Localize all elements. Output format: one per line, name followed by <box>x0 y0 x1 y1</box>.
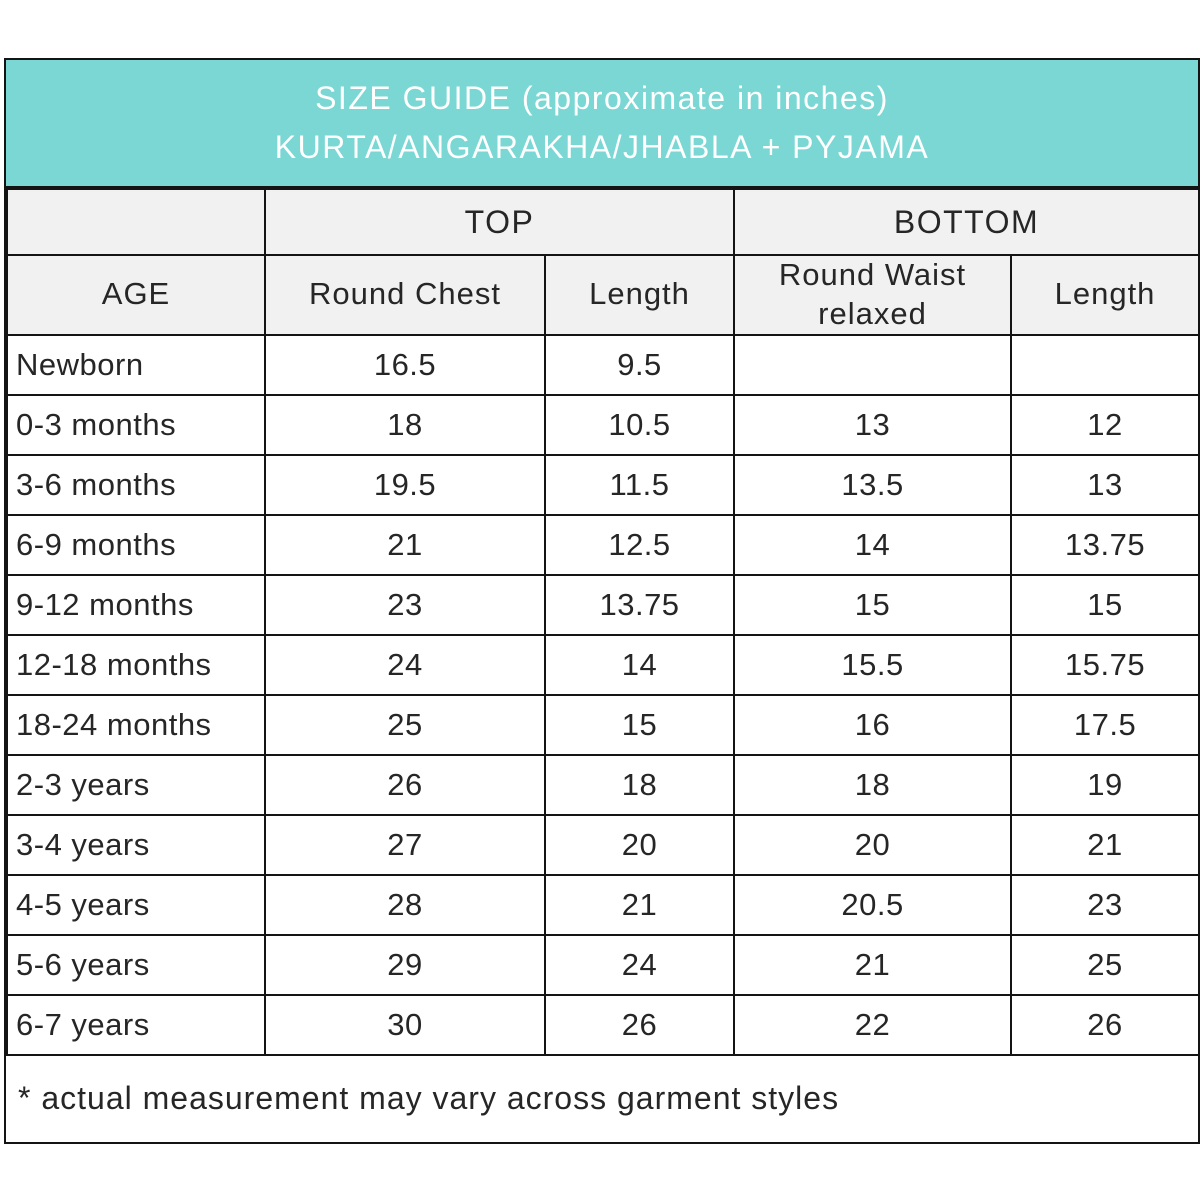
size-guide-title-band: SIZE GUIDE (approximate in inches) KURTA… <box>6 60 1198 188</box>
value-cell: 13.75 <box>543 573 736 636</box>
group-spacer-cell <box>6 188 266 256</box>
value-cell: 15 <box>733 573 1013 636</box>
value-cell: 13.75 <box>1010 513 1201 576</box>
value-cell: 28 <box>264 873 546 936</box>
age-cell: 4-5 years <box>6 873 266 936</box>
value-cell: 13.5 <box>733 453 1013 516</box>
table-row: 12-18 months 24 14 15.5 15.75 <box>6 633 1201 696</box>
value-cell: 27 <box>264 813 546 876</box>
age-cell: 2-3 years <box>6 753 266 816</box>
value-cell: 14 <box>543 633 736 696</box>
value-cell: 13 <box>1010 453 1201 516</box>
title-line-2: KURTA/ANGARAKHA/JHABLA + PYJAMA <box>274 129 930 165</box>
table-row: 0-3 months 18 10.5 13 12 <box>6 393 1201 456</box>
value-cell: 29 <box>264 933 546 996</box>
value-cell <box>1010 333 1201 396</box>
value-cell: 23 <box>1010 873 1201 936</box>
age-cell: 6-7 years <box>6 993 266 1056</box>
value-cell: 12.5 <box>543 513 736 576</box>
value-cell: 23 <box>264 573 546 636</box>
value-cell: 15 <box>1010 573 1201 636</box>
age-cell: 3-6 months <box>6 453 266 516</box>
age-cell: 3-4 years <box>6 813 266 876</box>
table-row: 3-6 months 19.5 11.5 13.5 13 <box>6 453 1201 516</box>
value-cell: 26 <box>1010 993 1201 1056</box>
value-cell: 13 <box>733 393 1013 456</box>
table-row: 18-24 months 25 15 16 17.5 <box>6 693 1201 756</box>
value-cell: 16.5 <box>264 333 546 396</box>
value-cell: 14 <box>733 513 1013 576</box>
value-cell: 15 <box>543 693 736 756</box>
table-row: 9-12 months 23 13.75 15 15 <box>6 573 1201 636</box>
group-top-header: TOP <box>263 188 736 256</box>
footnote: * actual measurement may vary across gar… <box>6 1055 1198 1142</box>
value-cell: 9.5 <box>543 333 736 396</box>
value-cell: 15.75 <box>1010 633 1201 696</box>
table-row: Newborn 16.5 9.5 <box>6 333 1201 396</box>
value-cell: 24 <box>543 933 736 996</box>
group-bottom-header: BOTTOM <box>733 188 1201 256</box>
column-header-age: AGE <box>6 254 266 336</box>
value-cell: 21 <box>264 513 546 576</box>
value-cell: 15.5 <box>733 633 1013 696</box>
column-header-top-length: Length <box>543 254 736 336</box>
age-cell: 6-9 months <box>6 513 266 576</box>
size-guide-sheet: SIZE GUIDE (approximate in inches) KURTA… <box>4 58 1201 1144</box>
value-cell: 18 <box>733 753 1013 816</box>
value-cell: 25 <box>1010 933 1201 996</box>
value-cell: 19.5 <box>264 453 546 516</box>
value-cell: 26 <box>264 753 546 816</box>
column-header-round-chest: Round Chest <box>264 254 546 336</box>
group-header-row: TOP BOTTOM <box>6 188 1201 256</box>
title-line-1: SIZE GUIDE (approximate in inches) <box>315 80 889 116</box>
value-cell: 25 <box>264 693 546 756</box>
value-cell: 24 <box>264 633 546 696</box>
value-cell: 12 <box>1010 393 1201 456</box>
value-cell: 10.5 <box>543 393 736 456</box>
value-cell: 20 <box>543 813 736 876</box>
column-header-bottom-length: Length <box>1010 254 1201 336</box>
value-cell: 26 <box>543 993 736 1056</box>
value-cell: 20.5 <box>733 873 1013 936</box>
age-cell: 9-12 months <box>6 573 266 636</box>
column-header-round-waist: Round Waist relaxed <box>733 254 1013 336</box>
value-cell: 17.5 <box>1010 693 1201 756</box>
value-cell <box>733 333 1013 396</box>
age-cell: Newborn <box>6 333 266 396</box>
age-cell: 12-18 months <box>6 633 266 696</box>
value-cell: 20 <box>733 813 1013 876</box>
value-cell: 21 <box>1010 813 1201 876</box>
value-cell: 21 <box>733 933 1013 996</box>
table-row: 2-3 years 26 18 18 19 <box>6 753 1201 816</box>
table-row: 3-4 years 27 20 20 21 <box>6 813 1201 876</box>
value-cell: 18 <box>264 393 546 456</box>
value-cell: 16 <box>733 693 1013 756</box>
value-cell: 30 <box>264 993 546 1056</box>
value-cell: 22 <box>733 993 1013 1056</box>
value-cell: 11.5 <box>543 453 736 516</box>
table-row: 5-6 years 29 24 21 25 <box>6 933 1201 996</box>
value-cell: 18 <box>543 753 736 816</box>
size-table: TOP BOTTOM AGE Round Chest Length Round … <box>6 188 1201 1056</box>
table-row: 4-5 years 28 21 20.5 23 <box>6 873 1201 936</box>
value-cell: 19 <box>1010 753 1201 816</box>
age-cell: 18-24 months <box>6 693 266 756</box>
age-cell: 0-3 months <box>6 393 266 456</box>
table-row: 6-7 years 30 26 22 26 <box>6 993 1201 1056</box>
column-header-row: AGE Round Chest Length Round Waist relax… <box>6 254 1201 336</box>
age-cell: 5-6 years <box>6 933 266 996</box>
value-cell: 21 <box>543 873 736 936</box>
table-row: 6-9 months 21 12.5 14 13.75 <box>6 513 1201 576</box>
